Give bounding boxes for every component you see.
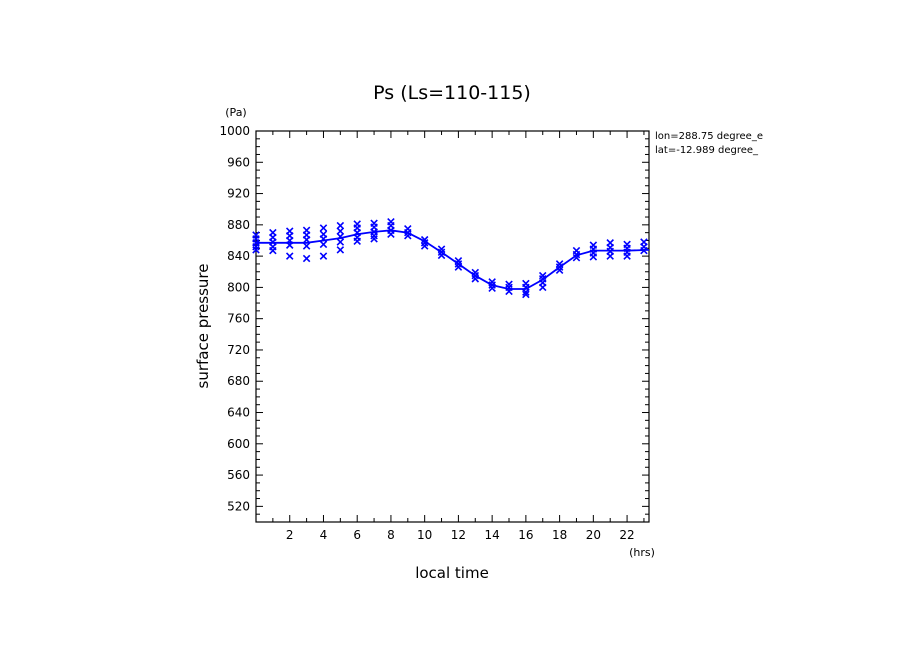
scatter-point: [488, 278, 496, 286]
scatter-point: [319, 235, 328, 243]
y-tick-label: 880: [227, 218, 250, 232]
x-tick-label: 2: [286, 528, 294, 542]
x-tick-label: 22: [619, 528, 634, 542]
annotation-lat: lat=-12.989 degree_: [655, 145, 759, 156]
y-tick-label: 680: [227, 374, 250, 388]
scatter-point: [471, 268, 480, 277]
scatter-point: [319, 252, 328, 260]
y-tick-label: 640: [227, 406, 250, 420]
scatter-point: [404, 232, 412, 240]
scatter-point: [623, 252, 631, 260]
scatter-point: [454, 263, 463, 271]
scatter-point: [606, 252, 614, 260]
scatter-point: [640, 246, 648, 255]
y-tick-label: 600: [227, 437, 250, 451]
x-tick-label: 16: [518, 528, 533, 542]
y-tick-label: 560: [227, 468, 250, 482]
scatter-point: [437, 245, 446, 253]
scatter-point: [370, 235, 378, 243]
scatter-point: [302, 254, 311, 263]
data-marks: [252, 217, 650, 299]
y-tick-label: 760: [227, 312, 250, 326]
scatter-point: [252, 246, 260, 254]
scatter-point: [319, 224, 328, 232]
scatter-point: [538, 283, 547, 292]
scatter-point: [555, 263, 564, 271]
scatter-point: [471, 271, 480, 280]
scatter-point: [420, 239, 429, 247]
scatter-point: [555, 260, 564, 268]
scatter-point: [370, 232, 378, 240]
scatter-point: [404, 228, 412, 237]
scatter-point: [572, 253, 581, 262]
scatter-point: [420, 235, 429, 244]
scatter-point: [336, 227, 345, 235]
y-tick-label: 800: [227, 280, 250, 294]
scatter-point: [471, 275, 480, 283]
scatter-point: [285, 241, 294, 249]
y-tick-label: 920: [227, 187, 250, 201]
scatter-point: [302, 242, 311, 250]
scatter-point: [302, 235, 311, 244]
x-tick-label: 12: [451, 528, 466, 542]
scatter-point: [336, 221, 345, 230]
scatter-point: [454, 260, 463, 268]
x-tick-label: 14: [484, 528, 499, 542]
scatter-point: [522, 288, 530, 296]
scatter-point: [505, 280, 513, 289]
y-tick-label: 520: [227, 499, 250, 513]
scatter-point: [589, 253, 598, 261]
y-tick-label: 960: [227, 155, 250, 169]
scatter-point: [538, 271, 547, 280]
scatter-point: [488, 281, 496, 289]
chart-title: Ps (Ls=110-115): [373, 82, 531, 104]
scatter-point: [336, 232, 345, 241]
x-tick-label: 10: [417, 528, 432, 542]
scatter-point: [336, 246, 345, 254]
x-tick-label: 6: [353, 528, 361, 542]
x-tick-label: 20: [586, 528, 601, 542]
y-tick-label: 1000: [219, 124, 250, 138]
x-unit-label: (hrs): [629, 546, 655, 559]
scatter-point: [252, 242, 260, 251]
scatter-point: [437, 251, 446, 260]
y-unit-label: (Pa): [225, 106, 246, 119]
scatter-point: [454, 257, 463, 265]
scatter-point: [285, 252, 294, 260]
scatter-point: [353, 237, 361, 246]
scatter-point: [420, 242, 429, 250]
y-tick-label: 840: [227, 249, 250, 263]
scatter-point: [387, 230, 395, 238]
plot-frame: [255, 130, 650, 523]
y-axis-label: surface pressure: [194, 264, 212, 389]
annotation-lon: lon=288.75 degree_e: [655, 131, 763, 142]
scatter-point: [555, 266, 564, 274]
scatter-point: [572, 250, 581, 259]
x-tick-label: 8: [387, 528, 395, 542]
x-tick-label: 4: [320, 528, 328, 542]
scatter-point: [488, 284, 496, 292]
scatter-point: [319, 240, 328, 249]
scatter-point: [505, 287, 513, 296]
x-tick-label: 18: [552, 528, 567, 542]
scatter-point: [336, 238, 345, 246]
plot-axes: 2 4 6 8 10 12 14 16 18 20 22 520 560 600 640 680 720 760 8…: [219, 124, 650, 542]
scatter-point: [437, 248, 446, 256]
x-axis-label: local time: [415, 564, 489, 582]
scatter-point: [269, 246, 277, 255]
scatter-point: [522, 290, 530, 299]
y-tick-label: 720: [227, 343, 250, 357]
